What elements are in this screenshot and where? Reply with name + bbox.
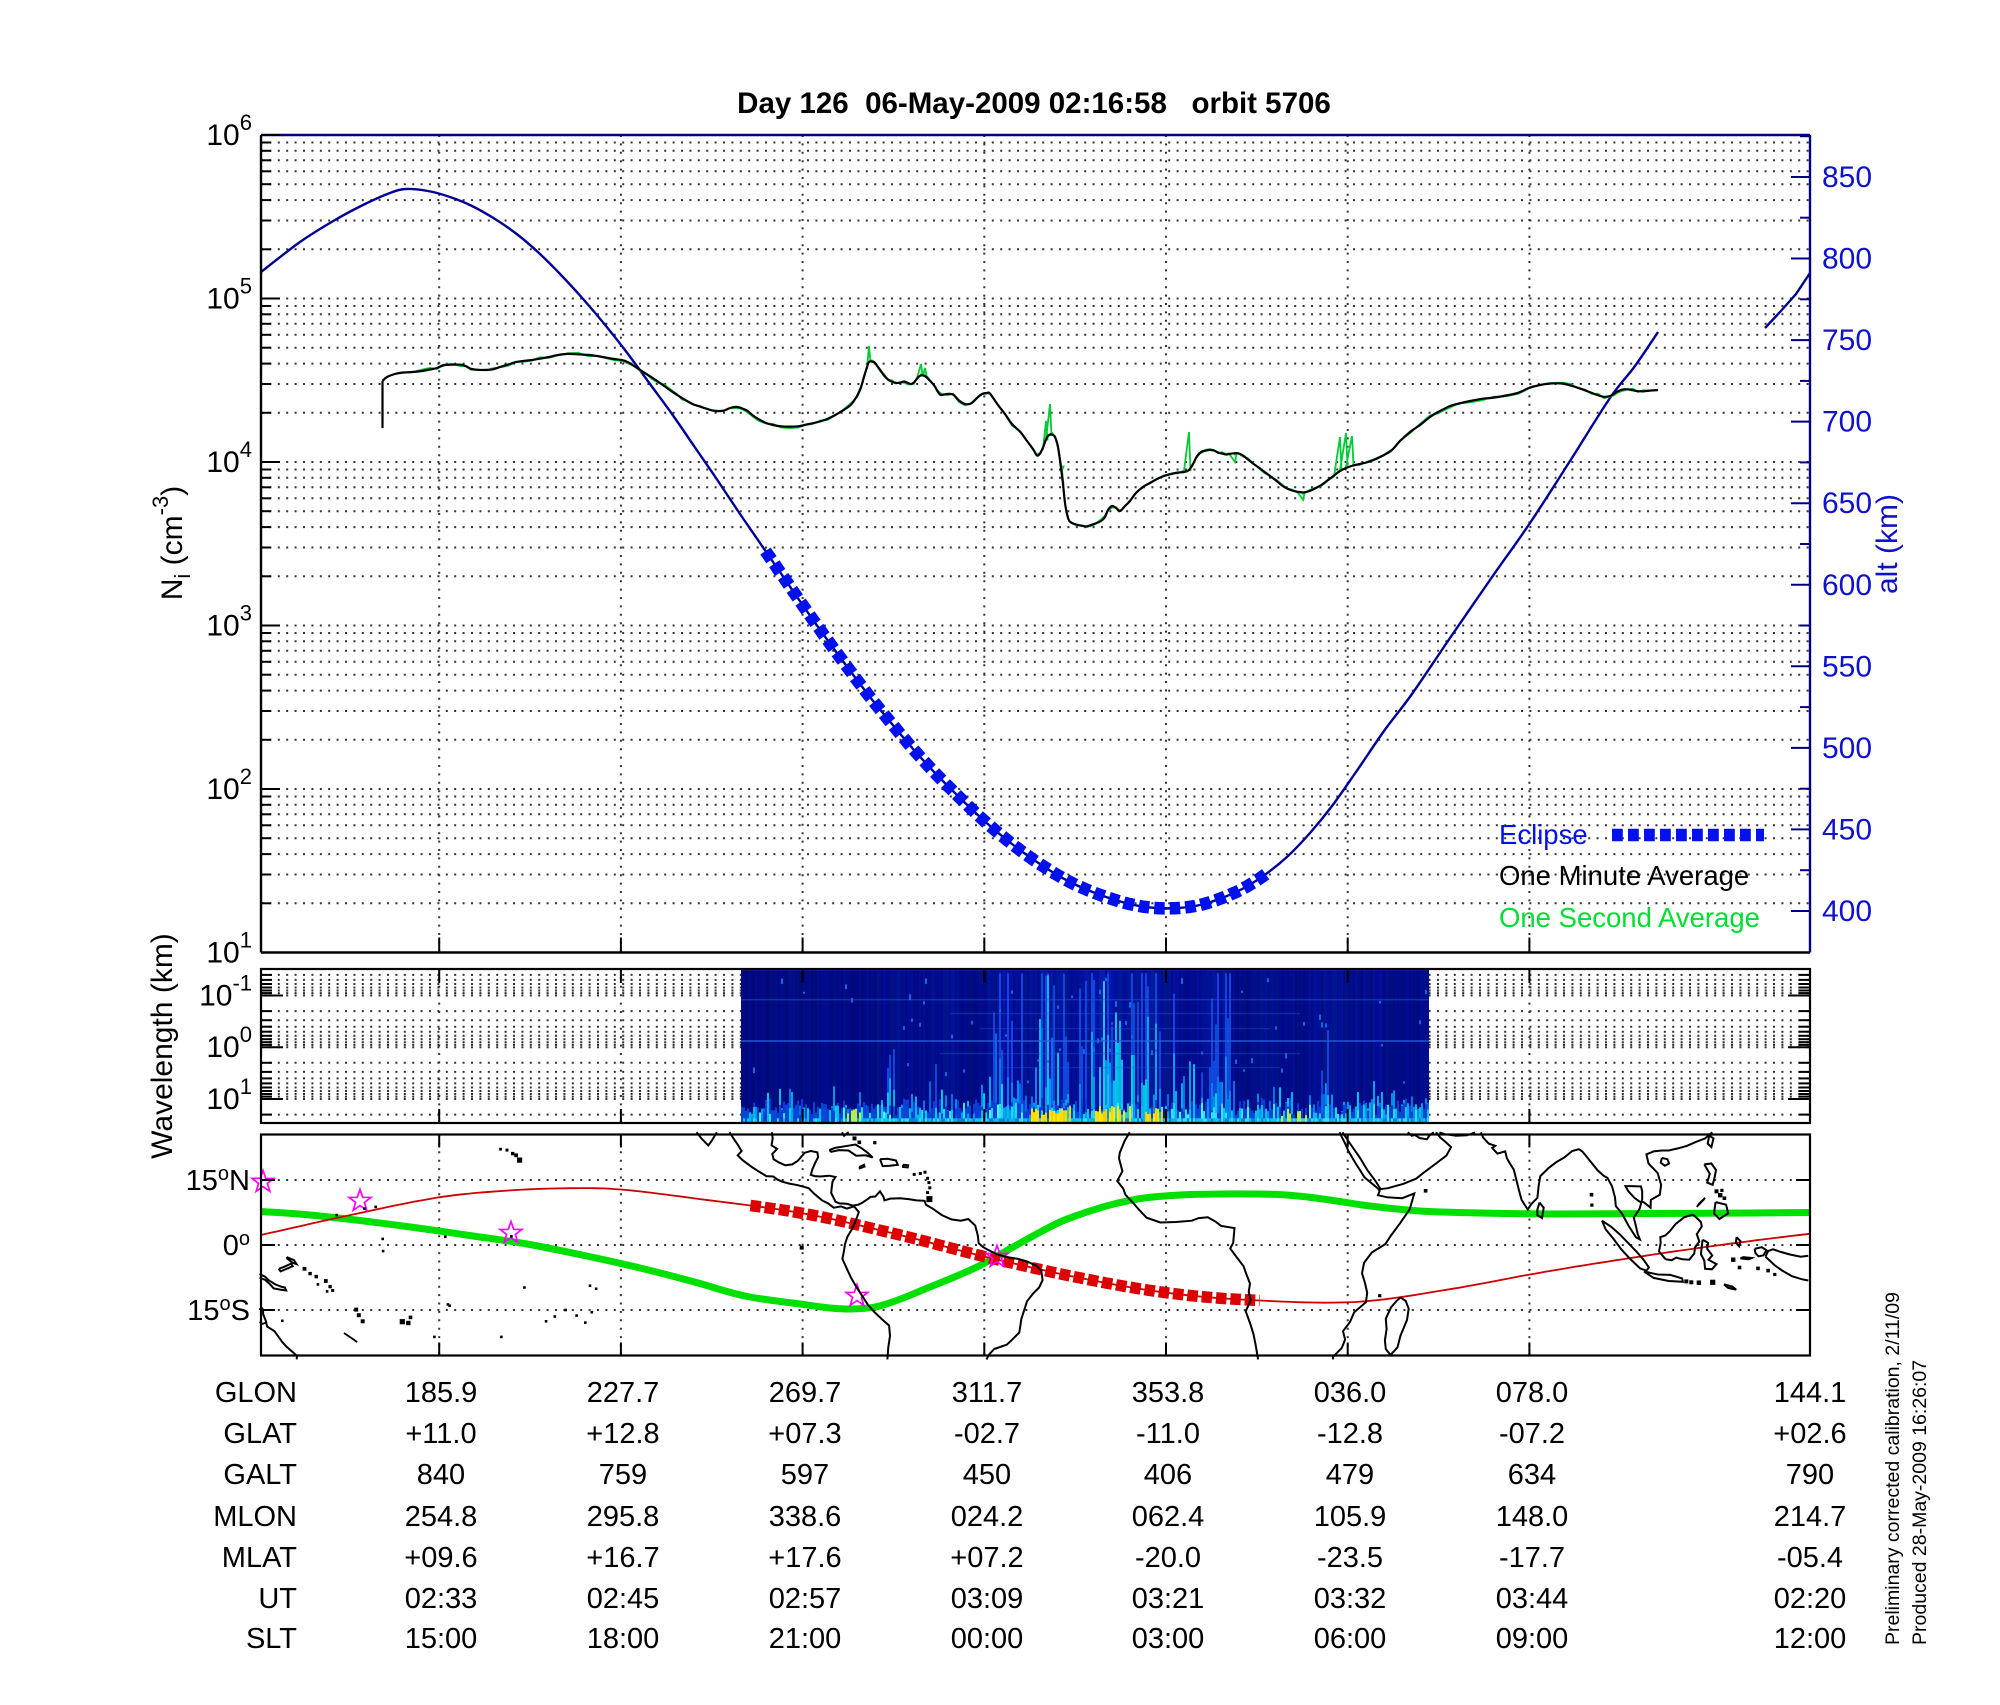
svg-text:-20.0: -20.0 (1135, 1542, 1201, 1574)
svg-text:700: 700 (1822, 406, 1872, 439)
svg-text:00:00: 00:00 (951, 1623, 1024, 1655)
svg-text:+07.2: +07.2 (950, 1542, 1023, 1574)
svg-text:+16.7: +16.7 (586, 1542, 659, 1574)
svg-text:500: 500 (1822, 732, 1872, 765)
svg-text:GALT: GALT (223, 1459, 297, 1491)
svg-text:400: 400 (1822, 895, 1872, 928)
svg-text:03:09: 03:09 (951, 1583, 1024, 1615)
svg-text:-11.0: -11.0 (1136, 1418, 1200, 1450)
svg-text:06:00: 06:00 (1314, 1623, 1387, 1655)
svg-text:Produced 28-May-2009 16:26:07: Produced 28-May-2009 16:26:07 (1909, 1360, 1931, 1645)
svg-text:-12.8: -12.8 (1317, 1418, 1383, 1450)
svg-text:03:00: 03:00 (1132, 1623, 1205, 1655)
svg-text:Ni (cm-3): Ni (cm-3) (148, 486, 195, 600)
svg-text:SLT: SLT (246, 1623, 297, 1655)
svg-text:311.7: 311.7 (952, 1377, 1022, 1409)
svg-text:12:00: 12:00 (1774, 1623, 1847, 1655)
svg-text:750: 750 (1822, 324, 1872, 357)
svg-text:790: 790 (1786, 1459, 1834, 1491)
svg-text:450: 450 (1822, 813, 1872, 846)
svg-text:+09.6: +09.6 (404, 1542, 477, 1574)
svg-text:MLAT: MLAT (222, 1542, 297, 1574)
svg-text:+12.8: +12.8 (586, 1418, 659, 1450)
svg-text:-17.7: -17.7 (1499, 1542, 1565, 1574)
svg-text:479: 479 (1326, 1459, 1374, 1491)
svg-text:759: 759 (599, 1459, 647, 1491)
svg-text:Preliminary corrected calibrat: Preliminary corrected calibration, 2/11/… (1882, 1292, 1904, 1645)
svg-text:15oN: 15oN (186, 1163, 250, 1197)
svg-text:450: 450 (963, 1459, 1011, 1491)
svg-text:144.1: 144.1 (1774, 1377, 1847, 1409)
svg-text:-02.7: -02.7 (954, 1418, 1020, 1450)
svg-text:254.8: 254.8 (405, 1501, 478, 1533)
svg-text:03:21: 03:21 (1132, 1583, 1205, 1615)
svg-text:148.0: 148.0 (1496, 1501, 1569, 1533)
svg-text:15:00: 15:00 (405, 1623, 478, 1655)
svg-text:21:00: 21:00 (769, 1623, 842, 1655)
svg-text:597: 597 (781, 1459, 829, 1491)
svg-text:MLON: MLON (213, 1501, 297, 1533)
svg-text:406: 406 (1144, 1459, 1192, 1491)
svg-text:227.7: 227.7 (587, 1377, 660, 1409)
svg-text:GLAT: GLAT (223, 1418, 297, 1450)
svg-text:850: 850 (1822, 161, 1872, 194)
svg-text:alt (km): alt (km) (1871, 494, 1904, 594)
svg-text:02:45: 02:45 (587, 1583, 660, 1615)
svg-text:02:20: 02:20 (1774, 1583, 1847, 1615)
svg-text:600: 600 (1822, 569, 1872, 602)
svg-text:02:33: 02:33 (405, 1583, 478, 1615)
svg-text:078.0: 078.0 (1496, 1377, 1569, 1409)
svg-text:Day 126 06-May-2009 02:16:58: Day 126 06-May-2009 02:16:58 orbit 5706 (737, 87, 1331, 120)
svg-text:Wavelength (km): Wavelength (km) (146, 933, 179, 1159)
svg-text:353.8: 353.8 (1132, 1377, 1205, 1409)
svg-text:036.0: 036.0 (1314, 1377, 1387, 1409)
svg-text:Eclipse: Eclipse (1499, 819, 1588, 850)
svg-text:800: 800 (1822, 243, 1872, 276)
svg-text:-23.5: -23.5 (1317, 1542, 1383, 1574)
svg-text:185.9: 185.9 (405, 1377, 478, 1409)
svg-text:+17.6: +17.6 (768, 1542, 841, 1574)
svg-text:15oS: 15oS (187, 1293, 250, 1327)
svg-text:634: 634 (1508, 1459, 1556, 1491)
svg-text:18:00: 18:00 (587, 1623, 660, 1655)
svg-text:09:00: 09:00 (1496, 1623, 1569, 1655)
svg-text:062.4: 062.4 (1132, 1501, 1205, 1533)
svg-text:105.9: 105.9 (1314, 1501, 1387, 1533)
svg-text:214.7: 214.7 (1774, 1501, 1847, 1533)
svg-text:UT: UT (258, 1583, 297, 1615)
svg-text:03:44: 03:44 (1496, 1583, 1569, 1615)
svg-text:-05.4: -05.4 (1777, 1542, 1843, 1574)
svg-text:GLON: GLON (215, 1377, 297, 1409)
svg-text:02:57: 02:57 (769, 1583, 842, 1615)
svg-text:+07.3: +07.3 (768, 1418, 841, 1450)
svg-text:295.8: 295.8 (587, 1501, 660, 1533)
svg-text:269.7: 269.7 (769, 1377, 842, 1409)
svg-text:03:32: 03:32 (1314, 1583, 1387, 1615)
svg-text:+02.6: +02.6 (1773, 1418, 1846, 1450)
svg-text:840: 840 (417, 1459, 465, 1491)
svg-text:+11.0: +11.0 (405, 1418, 476, 1450)
svg-text:024.2: 024.2 (951, 1501, 1024, 1533)
svg-text:One Minute Average: One Minute Average (1499, 860, 1749, 891)
svg-text:-07.2: -07.2 (1499, 1418, 1565, 1450)
svg-text:550: 550 (1822, 650, 1872, 683)
svg-text:One Second Average: One Second Average (1499, 902, 1760, 933)
svg-text:338.6: 338.6 (769, 1501, 842, 1533)
svg-text:650: 650 (1822, 487, 1872, 520)
